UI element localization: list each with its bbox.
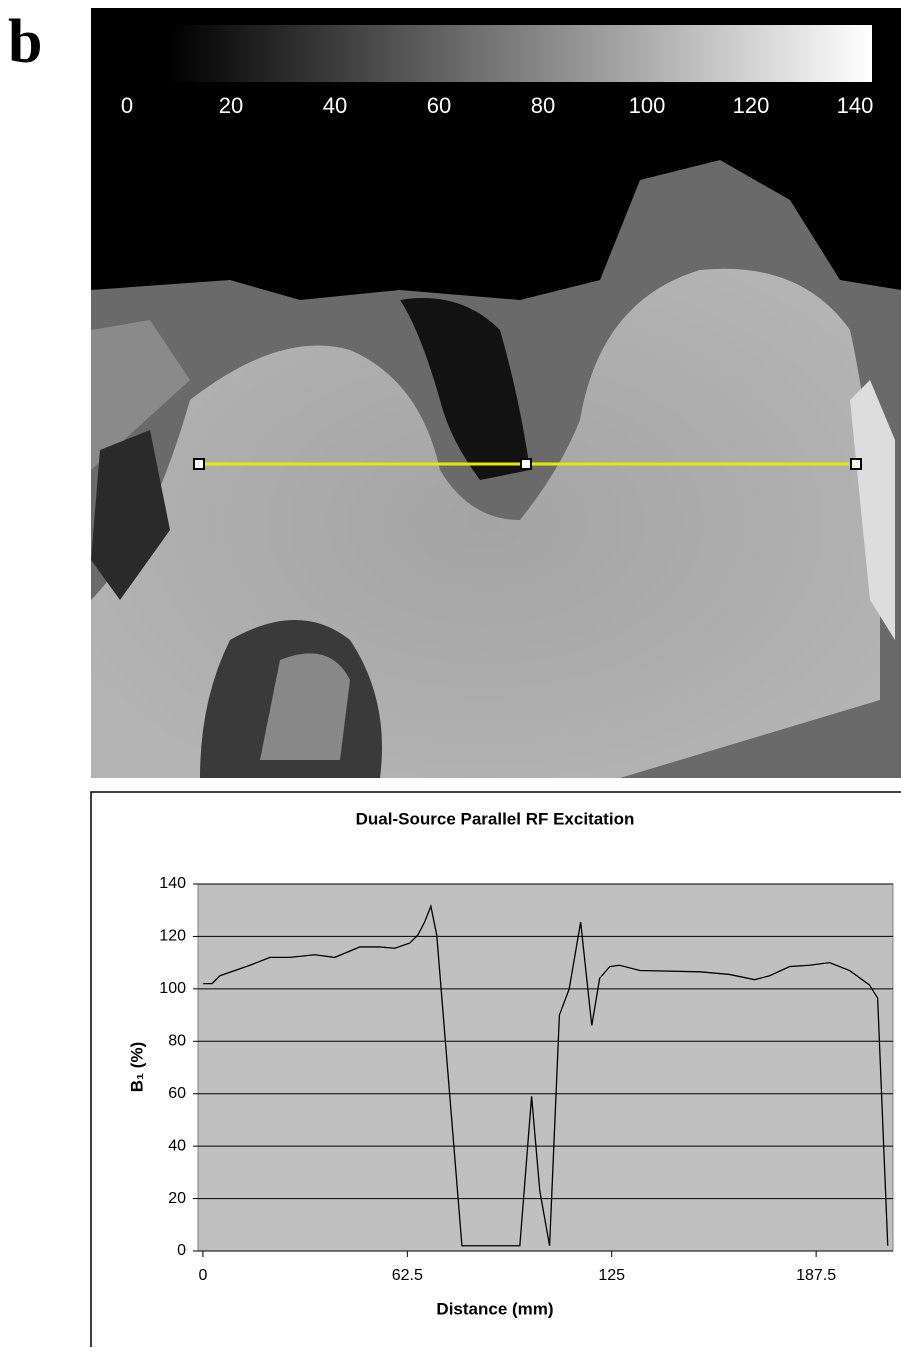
y-tick-label: 100	[159, 980, 186, 997]
x-tick-label: 62.5	[392, 1267, 423, 1284]
colorbar-tick-label: 40	[323, 93, 347, 118]
page: {"panel_label":"b", "colorbar":{"ticks":…	[0, 0, 901, 1347]
y-tick-label: 40	[168, 1137, 186, 1154]
y-tick-label: 80	[168, 1033, 186, 1050]
colorbar	[170, 25, 872, 82]
y-tick-label: 120	[159, 928, 186, 945]
colorbar-tick-label: 120	[733, 93, 770, 118]
colorbar-tick-label: 20	[219, 93, 243, 118]
colorbar-tick-label: 140	[837, 93, 874, 118]
y-tick-label: 60	[168, 1085, 186, 1102]
panel-label: b	[8, 8, 42, 76]
colorbar-tick-label: 80	[531, 93, 555, 118]
y-tick-label: 0	[177, 1242, 186, 1259]
x-tick-label: 187.5	[796, 1267, 836, 1284]
colorbar-tick-label: 0	[121, 93, 133, 118]
y-tick-label: 20	[168, 1190, 186, 1207]
plot: 0 20 40 60 80 100 120 140 0 62.5 125 187.5	[159, 875, 893, 1284]
mri-image	[91, 8, 901, 778]
plot-area	[198, 884, 893, 1251]
x-tick-label: 0	[198, 1267, 207, 1284]
x-tick-label: 125	[598, 1267, 625, 1284]
colorbar-tick-label: 60	[427, 93, 451, 118]
chart-title: Dual-Source Parallel RF Excitation	[356, 809, 635, 828]
y-axis-label: B₁ (%)	[127, 1042, 146, 1092]
colorbar-tick-label: 100	[629, 93, 666, 118]
y-tick-label: 140	[159, 875, 186, 892]
x-axis-label: Distance (mm)	[436, 1299, 553, 1318]
figure: b 0 20 40 60 80 100 120 140 Dual-Source Paralle…	[0, 0, 901, 1347]
